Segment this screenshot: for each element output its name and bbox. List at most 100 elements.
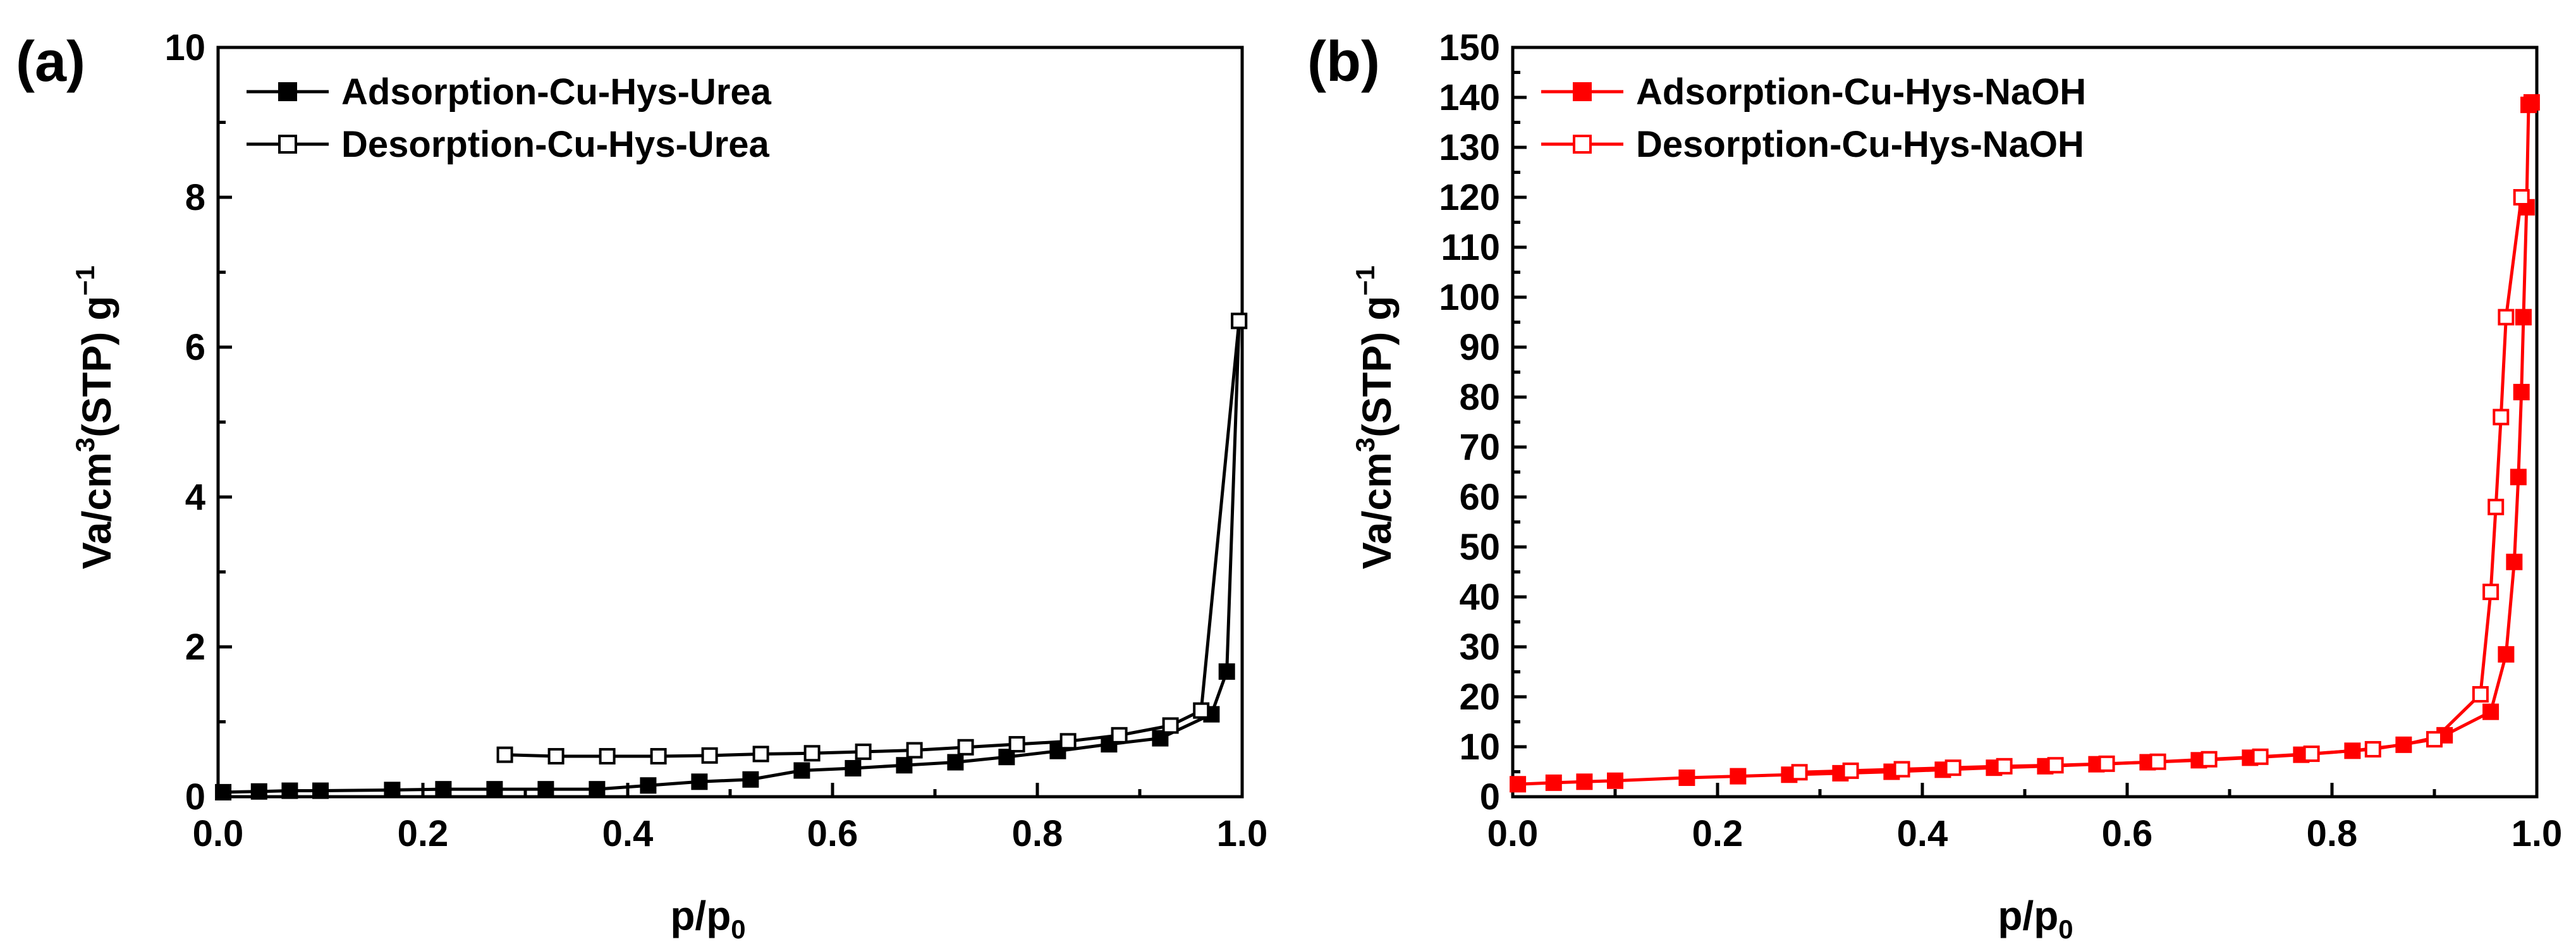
panel-a-x-tick-label: 0.0 [193,813,244,854]
panel-a-data-point [855,743,872,760]
panel-b-data-point [2252,748,2269,765]
panel-a-data-point [742,771,759,788]
panel-b-label: (b) [1307,30,1380,94]
panel-b-x-tick-label: 0.0 [1487,813,1539,854]
panel-a-data-point [1059,733,1077,750]
panel-b-data-point [1678,769,1695,786]
panel-b-data-point [2047,757,2064,774]
panel-a-y-tick-label: 4 [185,477,205,518]
panel-b-data-point [2482,703,2500,720]
panel-a-y-tick-label: 10 [164,27,205,68]
panel-a-legend-label: Desorption-Cu-Hys-Urea [341,124,769,165]
panel-b-data-point [2098,755,2115,772]
panel-a-y-tick-label: 2 [185,627,205,668]
panel-b-y-tick-label: 100 [1439,277,1500,318]
panel-a-legend-label: Adsorption-Cu-Hys-Urea [341,71,772,113]
panel-b-y-tick-label: 10 [1459,727,1500,768]
panel-b-data-point [1791,764,1808,781]
panel-a-data-point [281,782,298,799]
panel-b-series [1510,94,2540,793]
panel-a-data-point [845,759,862,776]
panel-a-series-line-adsorption [223,321,1241,794]
panel-a-data-point [803,745,821,762]
panel-b-data-point [2426,731,2443,748]
panel-b-data-point [2523,94,2540,111]
panel-a-data-point [793,762,810,779]
panel-a-y-tick-label: 8 [185,177,205,218]
panel-a-data-point [957,739,974,756]
panel-b-data-point [2515,309,2532,326]
panel-a-data-point [701,747,718,764]
panel-a-data-point [1218,663,1235,680]
panel-b-data-point [2510,469,2527,486]
panel-a-data-point [1231,312,1248,329]
panel-a-data-point [998,749,1015,766]
panel-a-data-point [906,742,923,759]
panel-b-data-point [1510,776,1527,793]
panel-a-legend-marker [278,135,297,154]
panel-b-data-point [2482,584,2500,601]
panel-b-legend: Adsorption-Cu-Hys-NaOH Desorption-Cu-Hys-… [1541,71,2086,165]
panel-b-data-point [2513,384,2530,401]
panel-b-data-point [2303,745,2320,763]
panel-a-data-point [1162,717,1179,734]
panel-a-data-point [1152,730,1169,747]
panel-a-data-point [250,783,267,800]
panel-b-y-tick-label: 130 [1439,127,1500,168]
panel-b-data-point [1730,768,1747,785]
panel-a-urea: (a) 0.0 0.2 0.4 0.6 0.8 1.0 0 2 4 6 8 10 Adsorption… [16,27,1267,944]
panel-b-series-line-adsorption [1517,101,2533,786]
panel-a-data-point [547,748,565,765]
panel-b-legend-marker [1573,135,1592,154]
panel-a-x-tick-label: 1.0 [1217,813,1268,854]
panel-b-y-tick-label: 150 [1439,27,1500,68]
panel-b-y-tick-label: 140 [1439,77,1500,118]
panel-b-x-tick-label: 0.8 [2307,813,2358,854]
panel-b-series-line-desorption [1799,197,2524,774]
panel-b-data-point [1996,758,2013,775]
panel-a-data-point [496,746,513,763]
panel-a-series [215,312,1248,801]
panel-a-data-point [1008,736,1025,753]
panel-b-y-tick-label: 30 [1459,627,1500,668]
panel-b-x-tick-label: 1.0 [2512,813,2563,854]
panel-a-data-point [589,781,606,798]
panel-a-y-tick-label: 6 [185,327,205,368]
panel-b-x-tick-label: 0.6 [2102,813,2153,854]
panel-b-y-tick-label: 120 [1439,177,1500,218]
panel-b-y-tick-label: 90 [1459,327,1500,368]
panel-a-data-point [896,757,913,774]
panel-a-data-point [1111,727,1128,744]
panel-a-x-tick-label: 0.4 [602,813,654,854]
panel-b-data-point [2364,740,2381,758]
panel-b-data-point [1944,759,1962,776]
panel-b-y-tick-label: 70 [1459,427,1500,468]
panel-a-data-point [435,781,452,798]
panel-a-data-point [1193,702,1210,719]
panel-b-x-tick-label: 0.2 [1692,813,1743,854]
panel-a-data-point [312,782,329,799]
panel-a-data-point [537,781,554,798]
panel-b-y-tick-label: 80 [1459,377,1500,418]
panel-a-label: (a) [16,30,85,94]
panel-b-y-tick-label: 60 [1459,477,1500,518]
panel-a-legend-marker [278,82,297,101]
panel-a-y-tick-label: 0 [185,776,205,818]
panel-a-x-axis-label: p/p0 [670,893,745,944]
panel-b-ticks: 0.0 0.2 0.4 0.6 0.8 1.0 0 10 20 30 40 50 60 70 80 90 100… [1439,27,2562,854]
panel-b-x-tick-label: 0.4 [1897,813,1948,854]
panel-a-data-point [640,777,657,794]
panel-b-y-tick-label: 40 [1459,577,1500,618]
panel-b-data-point [2201,751,2218,768]
panel-b-data-point [2493,408,2510,426]
panel-b-data-point [2506,553,2523,570]
panel-a-data-point [752,745,769,763]
panel-a-data-point [384,782,401,799]
panel-a-data-point [947,754,964,771]
panel-a-data-point [650,748,667,765]
panel-b-data-point [1607,772,1623,789]
panel-b-data-point [1842,762,1859,779]
panel-b-data-point [2498,309,2515,326]
panel-b-data-point [2513,189,2530,206]
panel-a-data-point [486,781,503,798]
